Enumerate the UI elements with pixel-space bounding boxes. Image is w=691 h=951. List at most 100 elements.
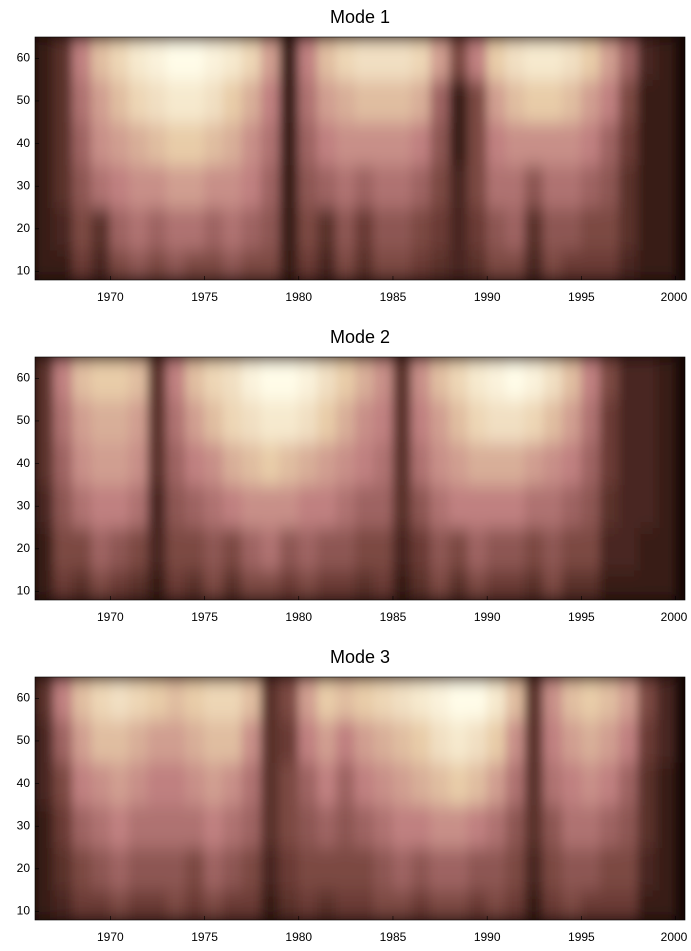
- heatmap-cell: [204, 847, 224, 891]
- heatmap-cell: [543, 847, 564, 891]
- heatmap-cell: [298, 207, 319, 251]
- heatmap-cell: [298, 399, 319, 443]
- heatmap-cell: [448, 441, 469, 486]
- x-tick-label: 2000: [661, 930, 688, 944]
- heatmap-cell: [260, 677, 281, 721]
- heatmap-cell: [448, 249, 469, 280]
- heatmap-cell: [166, 761, 187, 806]
- heatmap-cell: [656, 399, 677, 443]
- heatmap-cell: [166, 441, 187, 486]
- heatmap-cell: [448, 719, 469, 763]
- heatmap-cell: [241, 761, 262, 806]
- heatmap-cell: [354, 37, 375, 81]
- heatmap-cell: [260, 804, 281, 849]
- heatmap-cell: [166, 249, 187, 280]
- heatmap-cell: [618, 357, 639, 401]
- y-tick-label: 10: [17, 264, 31, 278]
- heatmap-cell: [392, 527, 413, 571]
- heatmap-cell: [430, 79, 450, 123]
- heatmap-cell: [411, 569, 432, 600]
- heatmap-cell: [317, 164, 337, 209]
- heatmap-cell: [392, 889, 413, 920]
- heatmap-cell: [637, 527, 658, 571]
- heatmap-cell: [298, 37, 319, 81]
- heatmap-cell: [411, 121, 432, 166]
- heatmap-cell: [166, 357, 187, 401]
- heatmap-cell: [618, 761, 639, 806]
- heatmap-cell: [580, 484, 601, 529]
- heatmap-cell: [279, 889, 300, 920]
- heatmap-cell: [109, 847, 130, 891]
- heatmap-cell: [637, 121, 658, 166]
- heatmap-cell: [298, 484, 319, 529]
- heatmap-cell: [505, 569, 526, 600]
- heatmap-cell: [317, 847, 337, 891]
- heatmap-cell: [354, 527, 375, 571]
- x-tick-label: 1970: [97, 610, 124, 624]
- heatmap-cell: [128, 164, 149, 209]
- heatmap-cell: [505, 719, 526, 763]
- heatmap-cell: [392, 164, 413, 209]
- heatmap-cell: [524, 569, 545, 600]
- heatmap-cell: [128, 484, 149, 529]
- heatmap-cell: [524, 527, 545, 571]
- heatmap-cell: [524, 889, 545, 920]
- heatmap-cell: [656, 357, 677, 401]
- heatmap-cell: [448, 484, 469, 529]
- x-tick-label: 1995: [568, 610, 595, 624]
- heatmap-cell: [354, 399, 375, 443]
- heatmap-cell: [109, 79, 130, 123]
- heatmap-cell: [222, 357, 243, 401]
- heatmap-cell: [91, 719, 111, 763]
- heatmap-cell: [430, 677, 450, 721]
- heatmap-cell: [373, 441, 394, 486]
- heatmap-cell: [373, 164, 394, 209]
- heatmap-cell: [279, 804, 300, 849]
- heatmap-cell: [298, 79, 319, 123]
- heatmap-cell: [543, 804, 564, 849]
- heatmap-cell: [222, 804, 243, 849]
- heatmap-cell: [260, 847, 281, 891]
- heatmap-cell: [35, 527, 55, 571]
- heatmap-cell: [354, 207, 375, 251]
- heatmap-cell: [448, 804, 469, 849]
- heatmap-cell: [166, 207, 187, 251]
- heatmap-cell: [411, 357, 432, 401]
- heatmap-cell: [91, 357, 111, 401]
- heatmap-cell: [222, 164, 243, 209]
- heatmap-cell: [128, 249, 149, 280]
- heatmap-cell: [430, 357, 450, 401]
- heatmap-cell: [354, 164, 375, 209]
- heatmap-cell: [241, 249, 262, 280]
- heatmap-cell: [109, 569, 130, 600]
- heatmap-cell: [618, 719, 639, 763]
- heatmap-cell: [317, 207, 337, 251]
- heatmap-cell: [599, 847, 620, 891]
- heatmap-cell: [72, 804, 93, 849]
- heatmap-cell: [524, 399, 545, 443]
- heatmap-cell: [241, 399, 262, 443]
- heatmap-cell: [109, 804, 130, 849]
- heatmap-cell: [562, 164, 582, 209]
- heatmap-cell: [53, 164, 74, 209]
- heatmap-cell: [392, 719, 413, 763]
- heatmap-cell: [486, 484, 507, 529]
- heatmap-cell: [147, 79, 168, 123]
- heatmap-cell: [505, 441, 526, 486]
- heatmap-cell: [448, 889, 469, 920]
- heatmap-cell: [204, 719, 224, 763]
- heatmap-cell: [279, 569, 300, 600]
- heatmap-cell: [467, 441, 488, 486]
- heatmap-cell: [260, 441, 281, 486]
- heatmap-cell: [335, 569, 356, 600]
- heatmap-cell: [185, 207, 206, 251]
- heatmap-cell: [335, 207, 356, 251]
- heatmap-cell: [147, 249, 168, 280]
- heatmap-cell: [524, 804, 545, 849]
- heatmap-cell: [505, 399, 526, 443]
- heatmap-cell: [637, 441, 658, 486]
- heatmap-cell: [128, 719, 149, 763]
- heatmap-cell: [222, 889, 243, 920]
- heatmap-cell: [91, 484, 111, 529]
- heatmap-cell: [109, 719, 130, 763]
